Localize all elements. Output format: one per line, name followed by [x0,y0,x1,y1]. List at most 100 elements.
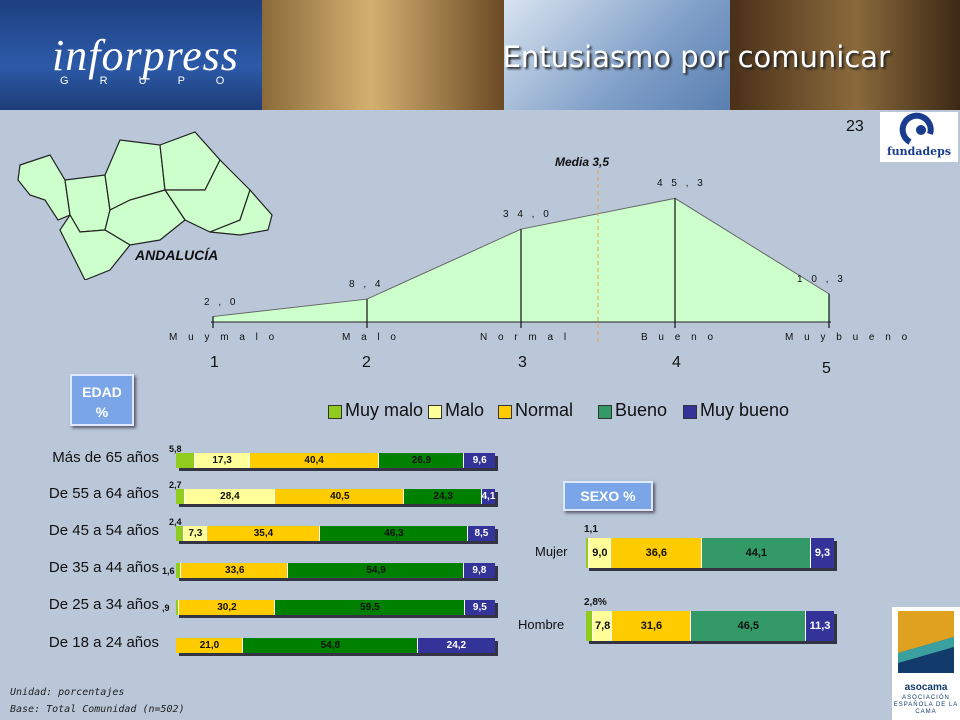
edad-bar-segment [481,489,495,504]
edad-segment-label: 4,1 [481,491,496,502]
sexo-segment-label: 11,3 [809,620,831,632]
edad-segment-label: 26,9 [411,455,432,466]
logo-subtitle: G R U P O [60,75,239,87]
edad-segment-label: 9,8 [472,565,487,576]
edad-bar-segment [206,526,320,541]
edad-label-button[interactable]: EDAD % [70,374,134,426]
andalucia-map [17,131,273,280]
sexo-bar-segment [586,538,589,568]
edad-segment-label: 54,9 [366,565,386,576]
edad-segment-label: 46,3 [384,528,404,539]
edad-segment-label: 9,5 [472,602,487,613]
edad-bar-segment [176,526,184,541]
page-title: Entusiasmo por comunicar [502,40,890,74]
edad-segment-label: 24,3 [433,491,453,502]
edad-bar-segment [320,526,468,541]
sexo-bar-segment [690,611,806,641]
sexo-segment-label: 9,3 [814,547,831,559]
logo[interactable]: inforpress [52,31,239,80]
legend-label: Muy malo [345,400,424,420]
sexo-segment-label: 46,5 [737,620,760,632]
edad-bar-segment [275,600,465,615]
sexo-segment-label: 44,1 [745,547,768,559]
edad-segment-label: 8,5 [474,528,489,539]
edad-bar-segment [184,489,276,504]
sexo-row-label: Mujer [535,544,568,559]
sexo-bar-segment [810,538,834,568]
edad-row-label: De 18 a 24 años [48,634,159,651]
sexo-bar-segment [805,611,834,641]
edad-row-label: De 55 a 64 años [48,485,159,502]
edad-bar-segment [181,563,289,578]
legend-swatch [328,405,342,419]
edad-small-label: 1,6 [162,566,175,576]
edad-bar-segment [467,526,495,541]
edad-segment-label: 54,8 [320,640,341,651]
edad-bar-segment [249,453,379,468]
edad-small-label: 2,7 [169,480,182,490]
distribution-area-chart [211,170,831,345]
asocama-logo-subtext: ASOCIACIÓN ESPAÑOLA DE LA CAMA [893,695,959,715]
edad-bar-segment [242,638,418,653]
edad-bar-segment [176,563,182,578]
edad-segment-label: 59,5 [360,602,380,613]
edad-bar-segment [404,489,482,504]
sexo-small-label: 2,8% [584,597,607,608]
edad-segment-label: 40,4 [304,455,324,466]
edad-bar-segment [275,489,405,504]
header-photo-plant [504,0,730,110]
sexo-bar-segment [611,538,702,568]
map-province-huelva [17,154,71,221]
map-province-almeria [209,188,273,236]
sexo-segment-label: 31,6 [640,620,663,632]
sexo-segment-label: 7,8 [594,620,611,632]
edad-bar-segment [176,489,185,504]
edad-bar-segment [178,600,276,615]
edad-segment-label: 35,4 [253,528,274,539]
edad-segment-label: 33,6 [225,565,245,576]
page-number: 23 [846,118,864,135]
edad-segment-label: 9,6 [472,455,487,466]
edad-small-label: 5,8 [169,444,182,454]
edad-bar-segment [176,600,179,615]
edad-segment-label: 40,5 [330,491,350,502]
asocama-logo-mark [898,611,954,673]
edad-segment-label: 30,2 [217,602,237,613]
sexo-small-label: 1,1 [584,524,598,535]
edad-bar-segment [288,563,464,578]
header-banner: inforpress G R U P O Entusiasmo por comu… [0,0,960,110]
edad-bar-segment [463,563,495,578]
edad-button-text: EDAD % [82,384,122,420]
legend-swatch [683,405,697,419]
edad-bar-segment [194,453,250,468]
edad-segment-label: 21,0 [199,640,220,651]
legend-label: Malo [445,400,485,420]
asocama-logo-text: asocama [904,682,948,693]
legend-label: Normal [515,400,574,420]
edad-bar-segment [176,638,243,653]
legend-swatch [428,405,442,419]
sexo-bar-segment [701,538,811,568]
edad-small-label: ,9 [162,603,170,613]
edad-bar-segment [464,600,495,615]
footnote: Unidad: porcentajes Base: Total Comunida… [10,684,185,718]
edad-bar-segment [176,453,195,468]
fundadeps-logo-text: fundadeps [886,145,952,158]
sexo-label-button[interactable]: SEXO % [563,481,653,511]
edad-segment-label: 17,3 [212,455,232,466]
sexo-bar-segment [612,611,691,641]
sexo-button-text: SEXO % [580,488,636,504]
edad-row-label: De 25 a 34 años [48,596,159,613]
sexo-row-label: Hombre [518,617,565,632]
footnote-unit: Unidad: porcentajes [10,687,125,698]
sexo-bar-segment [586,611,593,641]
legend-label: Muy bueno [700,400,790,420]
sexo-segment-label: 36,6 [645,547,668,559]
edad-bar-segment [183,526,207,541]
legend-label: Bueno [615,400,668,420]
header-panel-logo [0,0,262,110]
asocama-logo: asocama ASOCIACIÓN ESPAÑOLA DE LA CAMA [892,607,960,720]
legend-swatch [598,405,612,419]
edad-row-label: De 35 a 44 años [48,559,159,576]
edad-row-label: De 45 a 54 años [48,522,159,539]
